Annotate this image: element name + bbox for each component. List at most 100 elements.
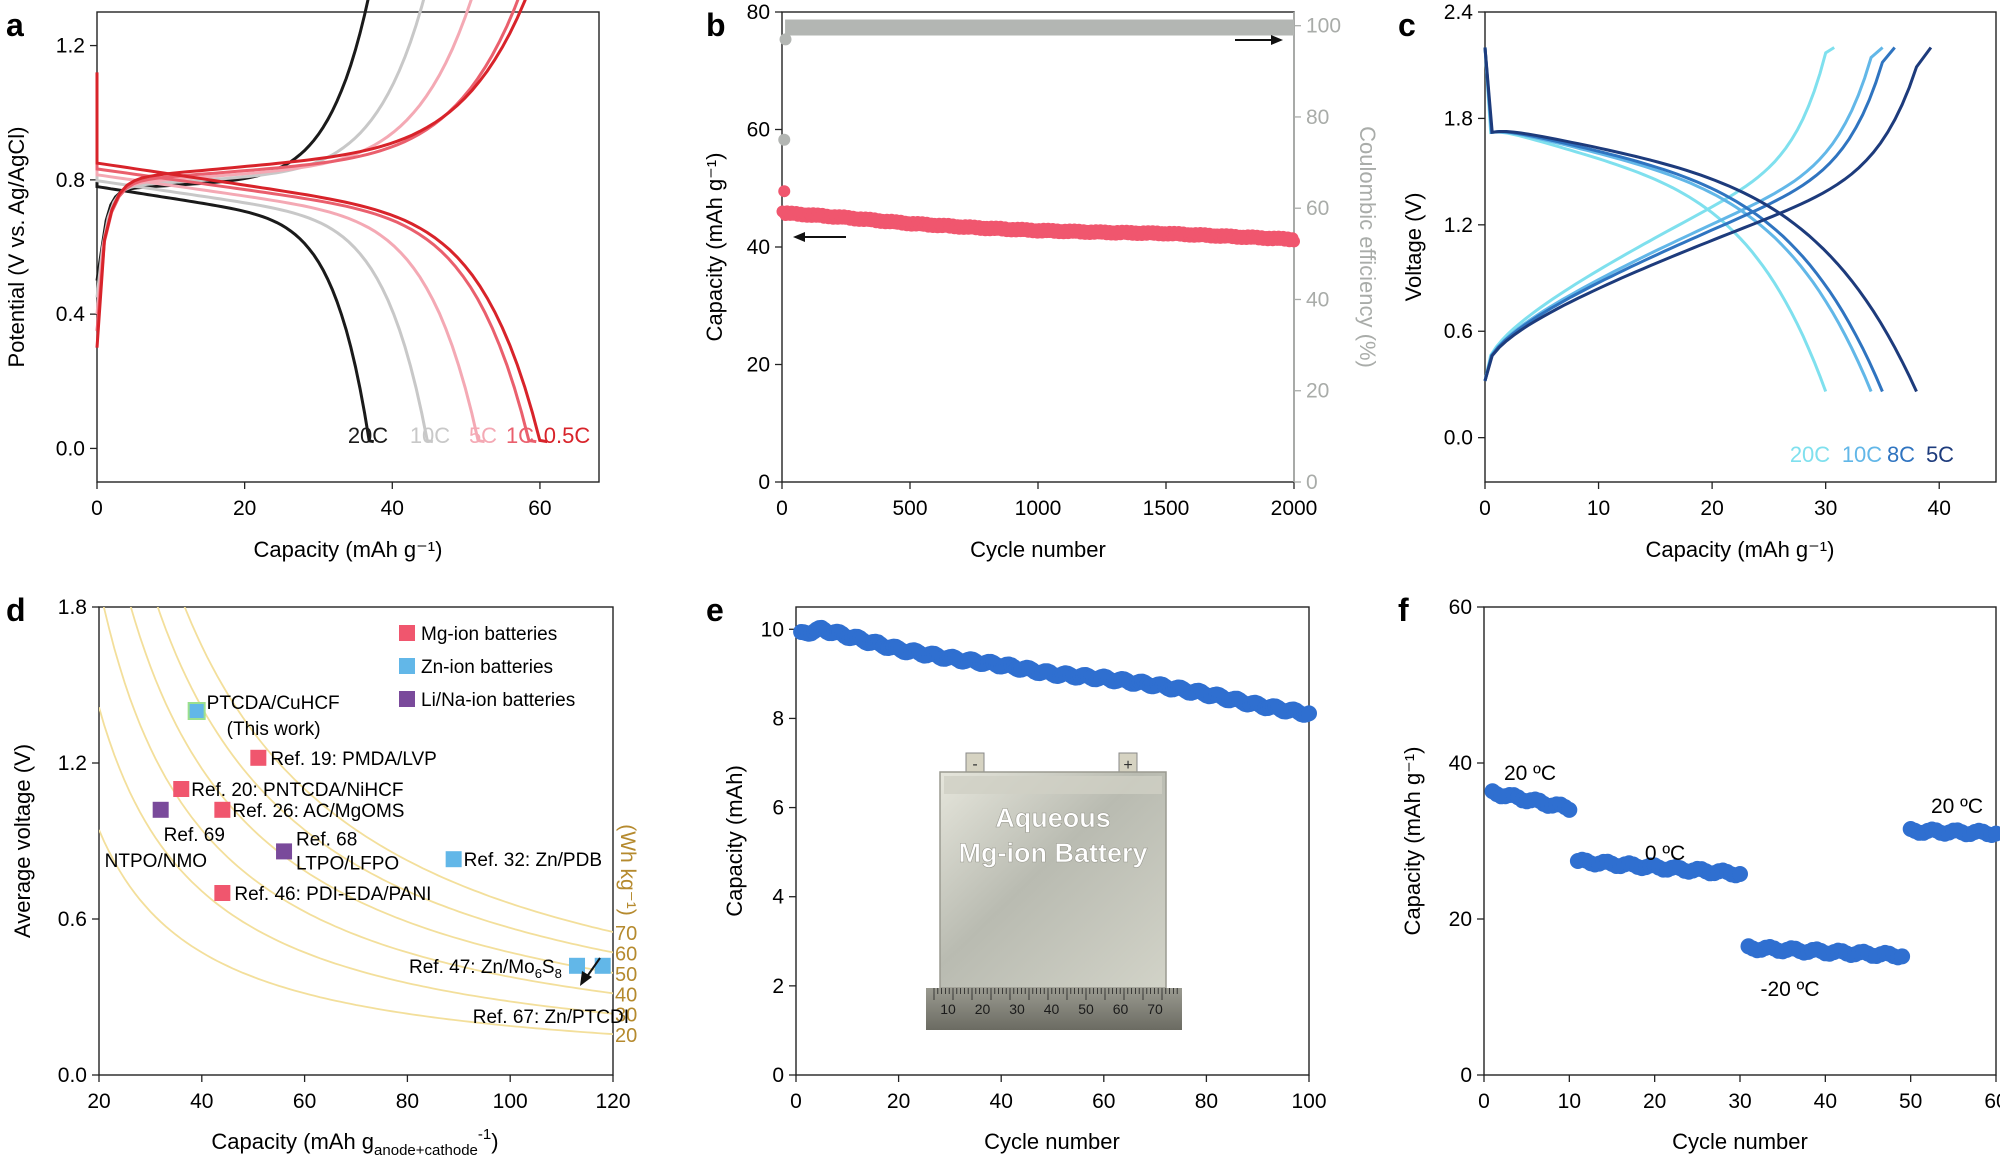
capacity-point-seg-3 — [1988, 825, 2000, 842]
panel-letter-a: a — [6, 7, 24, 43]
y-tick-label-2: 40 — [1449, 752, 1472, 775]
point-label-3: Ref. 26: AC/MgOMS — [232, 801, 404, 822]
point-2 — [173, 781, 190, 797]
energy-curve-60 — [156, 607, 613, 954]
panel-e: e Cycle number Capacity (mAh) 0 20 40 60 80 1… — [706, 592, 1327, 1154]
ticks-c: 0 10 20 30 40 0.0 0.6 1.2 1.8 2.4 — [1444, 1, 1951, 520]
ruler-ticks: 10 20 30 40 50 60 70 — [933, 988, 1178, 1017]
x-tick-label-3: 30 — [1814, 497, 1837, 520]
x-tick-label-4: 40 — [1928, 497, 1951, 520]
y2-tick-label-4: 80 — [1306, 106, 1329, 129]
x-tick-label-1: 40 — [190, 1090, 213, 1113]
y-tick-label-1: 0.4 — [56, 303, 86, 326]
axis-label-y2-b: Coulombic efficiency (%) — [1355, 126, 1380, 368]
y-tick-label-5: 10 — [761, 618, 784, 641]
x-tick-label-5: 50 — [1899, 1090, 1922, 1113]
point-4 — [152, 801, 169, 818]
arrow-left-head — [793, 232, 805, 242]
series-label-20C: 20C — [348, 423, 388, 448]
x-tick-label-4: 100 — [493, 1090, 528, 1113]
capacity-point — [1288, 235, 1300, 248]
y-tick-label-2: 1.2 — [58, 752, 87, 775]
energy-curve-label-30: 30 — [615, 1005, 637, 1027]
y-tick-label-4: 80 — [747, 1, 770, 24]
point-3 — [214, 801, 231, 818]
y-tick-label-1: 0.6 — [58, 908, 87, 931]
point-8 — [569, 957, 586, 974]
battery-plus-sign: + — [1123, 757, 1132, 774]
x-tick-label-5: 100 — [1291, 1090, 1326, 1113]
series-label-10C: 10C — [1842, 442, 1882, 467]
y-tick-label-3: 1.2 — [56, 35, 85, 58]
temperature-label-2: -20 ºC — [1760, 978, 1819, 1001]
series-charge-5C — [95, 0, 473, 315]
series-group-c: 20C 10C 8C 5C — [1483, 46, 1954, 467]
energy-curve-30 — [99, 707, 613, 1015]
y-tick-label-0: 0.0 — [1444, 427, 1473, 450]
x-tick-label-1: 20 — [233, 497, 256, 520]
series-discharge-10C — [95, 85, 434, 444]
axis-label-y-f: Capacity (mAh g⁻¹) — [1400, 747, 1425, 936]
point-label-9: Ref. 67: Zn/PTCDI — [473, 1007, 629, 1028]
x-tick-label-6: 60 — [1984, 1090, 2000, 1113]
capacity-point-seg-2 — [1894, 948, 1911, 965]
y-tick-label-0: 0 — [772, 1064, 784, 1087]
series-discharge-5C — [95, 80, 485, 444]
panel-c: c Capacity (mAh g⁻¹) Voltage (V) 0 10 20 30… — [1398, 1, 1997, 562]
series-group-e — [793, 619, 1317, 723]
x-tick-label-0: 0 — [790, 1090, 802, 1113]
y-tick-label-3: 1.8 — [58, 596, 87, 619]
point-5 — [276, 843, 293, 860]
series-group-f: 20 ºC 0 ºC -20 ºC 20 ºC — [1484, 762, 2000, 1001]
capacity-point-first — [778, 185, 791, 198]
legend-swatch-0 — [399, 625, 415, 641]
energy-curve-label-40: 40 — [615, 984, 637, 1006]
x-tick-label-2: 1000 — [1015, 497, 1062, 520]
series-charge-1C — [95, 0, 520, 332]
x-tick-label-3: 30 — [1728, 1090, 1751, 1113]
ticks-e: 0 20 40 60 80 100 0 2 4 6 8 10 — [761, 618, 1327, 1113]
x-tick-label-3: 80 — [396, 1090, 419, 1113]
y2-tick-label-5: 100 — [1306, 15, 1341, 38]
panel-d: d Capacity (mAh ganode+cathode-1) Averag… — [6, 592, 639, 1157]
series-discharge-20C — [95, 89, 375, 444]
series-label-5C: 5C — [1926, 442, 1954, 467]
ticks-b: 0 500 1000 1500 2000 0 20 40 60 80 — [747, 1, 1318, 520]
x-tick-label-0: 0 — [1479, 497, 1491, 520]
y-tick-label-3: 60 — [747, 119, 770, 142]
y-tick-label-3: 60 — [1449, 596, 1472, 619]
battery-minus-sign: - — [972, 756, 977, 773]
point-label-4: Ref. 69 — [164, 825, 225, 846]
y-tick-label-3: 6 — [772, 797, 784, 820]
arrow-ref-67 — [585, 957, 601, 979]
ruler-label-6: 70 — [1147, 1001, 1163, 1017]
y2-tick-label-1: 20 — [1306, 380, 1329, 403]
point-label-1: Ref. 19: PMDA/LVP — [270, 749, 437, 770]
y-tick-label-3: 1.8 — [1444, 107, 1473, 130]
y-tick-label-4: 2.4 — [1444, 1, 1474, 24]
energy-curve-label-60: 60 — [615, 943, 637, 965]
series-charge-10C — [1483, 46, 1884, 382]
legend-swatch-1 — [399, 658, 415, 674]
ruler-label-4: 50 — [1078, 1001, 1094, 1017]
y2-tick-label-0: 0 — [1306, 471, 1318, 494]
axis-label-x-c: Capacity (mAh g⁻¹) — [1646, 537, 1835, 562]
x-tick-label-0: 20 — [87, 1090, 110, 1113]
point-label2-0: (This work) — [227, 719, 321, 740]
arrow-right-head — [1271, 35, 1283, 45]
capacity-point-seg-0 — [1561, 801, 1578, 818]
x-tick-label-1: 500 — [892, 497, 927, 520]
y2-tick-label-3: 60 — [1306, 197, 1329, 220]
panel-a: a Capacity (mAh g⁻¹) Potential (V vs. Ag… — [4, 0, 600, 562]
capacity-point — [1301, 705, 1317, 722]
ruler-label-3: 40 — [1044, 1001, 1060, 1017]
axis-label-x-b: Cycle number — [970, 537, 1106, 562]
axis-label-y-a: Potential (V vs. Ag/AgCl) — [4, 127, 29, 368]
plot-frame-b — [781, 11, 1295, 483]
y-tick-label-1: 20 — [747, 354, 770, 377]
legend-swatch-2 — [399, 691, 415, 707]
axis-label-x-e: Cycle number — [984, 1129, 1120, 1154]
x-tick-label-2: 40 — [990, 1090, 1013, 1113]
ticks-a: 0 20 40 60 0.0 0.4 0.8 1.2 — [56, 35, 552, 520]
ruler-label-1: 20 — [975, 1001, 991, 1017]
